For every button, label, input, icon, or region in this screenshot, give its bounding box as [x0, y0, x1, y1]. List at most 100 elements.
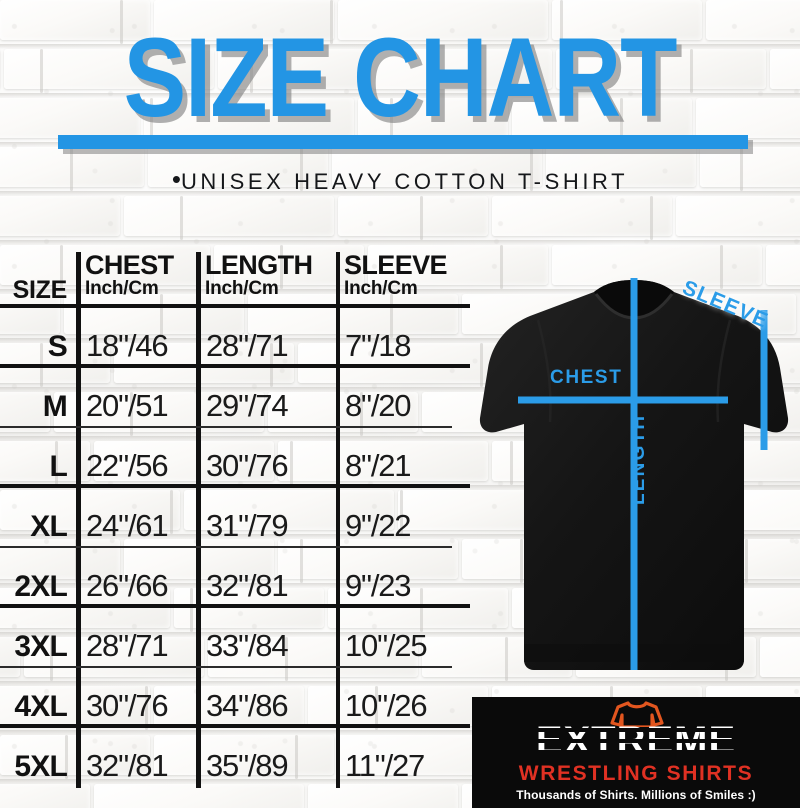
header-label-chest: CHEST [85, 250, 174, 280]
wall-brick [0, 441, 90, 481]
cell-length: 34"/86 [206, 688, 289, 723]
row-divider [0, 484, 470, 488]
cell-size: L [49, 450, 67, 483]
page-title: SIZE CHART [123, 15, 678, 141]
wall-brick [556, 49, 766, 89]
wall-brick [268, 392, 418, 432]
row-divider [0, 724, 470, 728]
wall-brick [0, 735, 150, 775]
wall-brick [154, 735, 334, 775]
wall-brick [0, 196, 120, 236]
logo-tagline: Thousands of Shirts. Millions of Smiles … [516, 788, 756, 802]
table-body: S 18"/46 28"/71 7"/18 M 20"/51 29"/74 8"/20 L 22"… [0, 308, 470, 788]
wall-brick [0, 588, 170, 628]
cell-length: 30"/76 [206, 448, 289, 483]
cell-length: 32"/81 [206, 568, 289, 603]
logo-subbrand-text: WRESTLING SHIRTS [518, 762, 754, 785]
cell-size: 5XL [14, 750, 67, 783]
table-row: 3XL 28"/71 33"/84 10"/25 [0, 608, 470, 668]
cell-size: M [42, 390, 68, 423]
wall-brick [676, 196, 800, 236]
cell-chest: 30"/76 [86, 688, 169, 723]
wall-brick [278, 539, 458, 579]
wall-brick [338, 0, 548, 40]
wall-brick [64, 294, 244, 334]
header-unit-chest: Inch/Cm [85, 278, 159, 299]
wall-brick [368, 245, 548, 285]
cell-sleeve: 9"/23 [345, 568, 412, 603]
wall-brick [148, 147, 328, 187]
bullet-icon: • [171, 164, 181, 194]
cell-sleeve: 10"/26 [345, 688, 428, 723]
table-row: M 20"/51 29"/74 8"/20 [0, 368, 470, 428]
wall-brick [706, 0, 800, 40]
cell-length: 31"/79 [206, 508, 289, 543]
wall-brick [0, 245, 210, 285]
wall-brick [154, 686, 304, 726]
wall-brick [94, 784, 304, 808]
header-label-sleeve: SLEEVE [344, 250, 448, 280]
tshirt-illustration [479, 278, 789, 670]
wall-brick [328, 588, 508, 628]
wall-brick [552, 245, 762, 285]
wall-brick [208, 637, 418, 677]
wall-brick [184, 490, 394, 530]
wall-brick [546, 147, 696, 187]
cell-chest: 20"/51 [86, 388, 169, 423]
wall-brick [358, 98, 508, 138]
wall-brick [0, 686, 150, 726]
page-subtitle: •UNISEX HEAVY COTTON T-SHIRT [0, 164, 800, 195]
table-row: XL 24"/61 31"/79 9"/22 [0, 488, 470, 548]
wall-brick [0, 784, 90, 808]
subtitle-text: UNISEX HEAVY COTTON T-SHIRT [180, 169, 629, 194]
wall-brick [700, 147, 800, 187]
logo-stripe-1 [494, 728, 778, 732]
wall-brick [144, 98, 354, 138]
wall-brick [154, 0, 334, 40]
table-row: 5XL 32"/81 35"/89 11"/27 [0, 728, 470, 788]
wall-brick [0, 490, 180, 530]
wall-brick [0, 0, 150, 40]
header-cell-sleeve: SLEEVE Inch/Cm [336, 250, 470, 308]
wall-brick [298, 343, 508, 383]
cell-size: 2XL [14, 570, 67, 603]
wall-brick [512, 98, 692, 138]
header-label-length: LENGTH [205, 250, 313, 280]
row-divider [0, 364, 470, 368]
header-unit-length: Inch/Cm [205, 278, 279, 299]
size-table: SIZE CHEST Inch/Cm LENGTH Inch/Cm SLEEVE… [0, 250, 470, 788]
row-divider [0, 604, 470, 608]
wall-brick [760, 637, 800, 677]
wall-brick [338, 196, 488, 236]
table-row: L 22"/56 30"/76 8"/21 [0, 428, 470, 488]
wall-brick [770, 49, 800, 89]
header-unit-sleeve: Inch/Cm [344, 278, 418, 299]
cell-chest: 32"/81 [86, 748, 169, 783]
logo-stripe-2 [494, 739, 778, 743]
wall-brick [0, 343, 110, 383]
table-header-row: SIZE CHEST Inch/Cm LENGTH Inch/Cm SLEEVE… [0, 250, 470, 308]
cell-length: 28"/71 [206, 328, 289, 363]
table-row: 4XL 30"/76 34"/86 10"/26 [0, 668, 470, 728]
header-label-size: SIZE [12, 276, 68, 304]
wall-brick [248, 294, 458, 334]
wall-brick [0, 98, 140, 138]
cell-sleeve: 9"/22 [345, 508, 412, 543]
wall-brick [218, 49, 368, 89]
cell-chest: 26"/66 [86, 568, 169, 603]
cell-size: 4XL [14, 690, 67, 723]
wall-brick [124, 196, 334, 236]
cell-sleeve: 11"/27 [345, 748, 425, 783]
wall-brick [54, 392, 264, 432]
row-divider [0, 546, 452, 548]
header-cell-length: LENGTH Inch/Cm [196, 250, 336, 308]
cell-chest: 18"/46 [86, 328, 169, 363]
title-underline-bar [58, 135, 748, 149]
chest-measure-label: CHEST [550, 367, 623, 388]
wall-brick [0, 539, 120, 579]
wall-brick [24, 637, 204, 677]
wall-brick [766, 245, 800, 285]
cell-size: S [47, 330, 68, 363]
cell-length: 33"/84 [206, 628, 289, 663]
